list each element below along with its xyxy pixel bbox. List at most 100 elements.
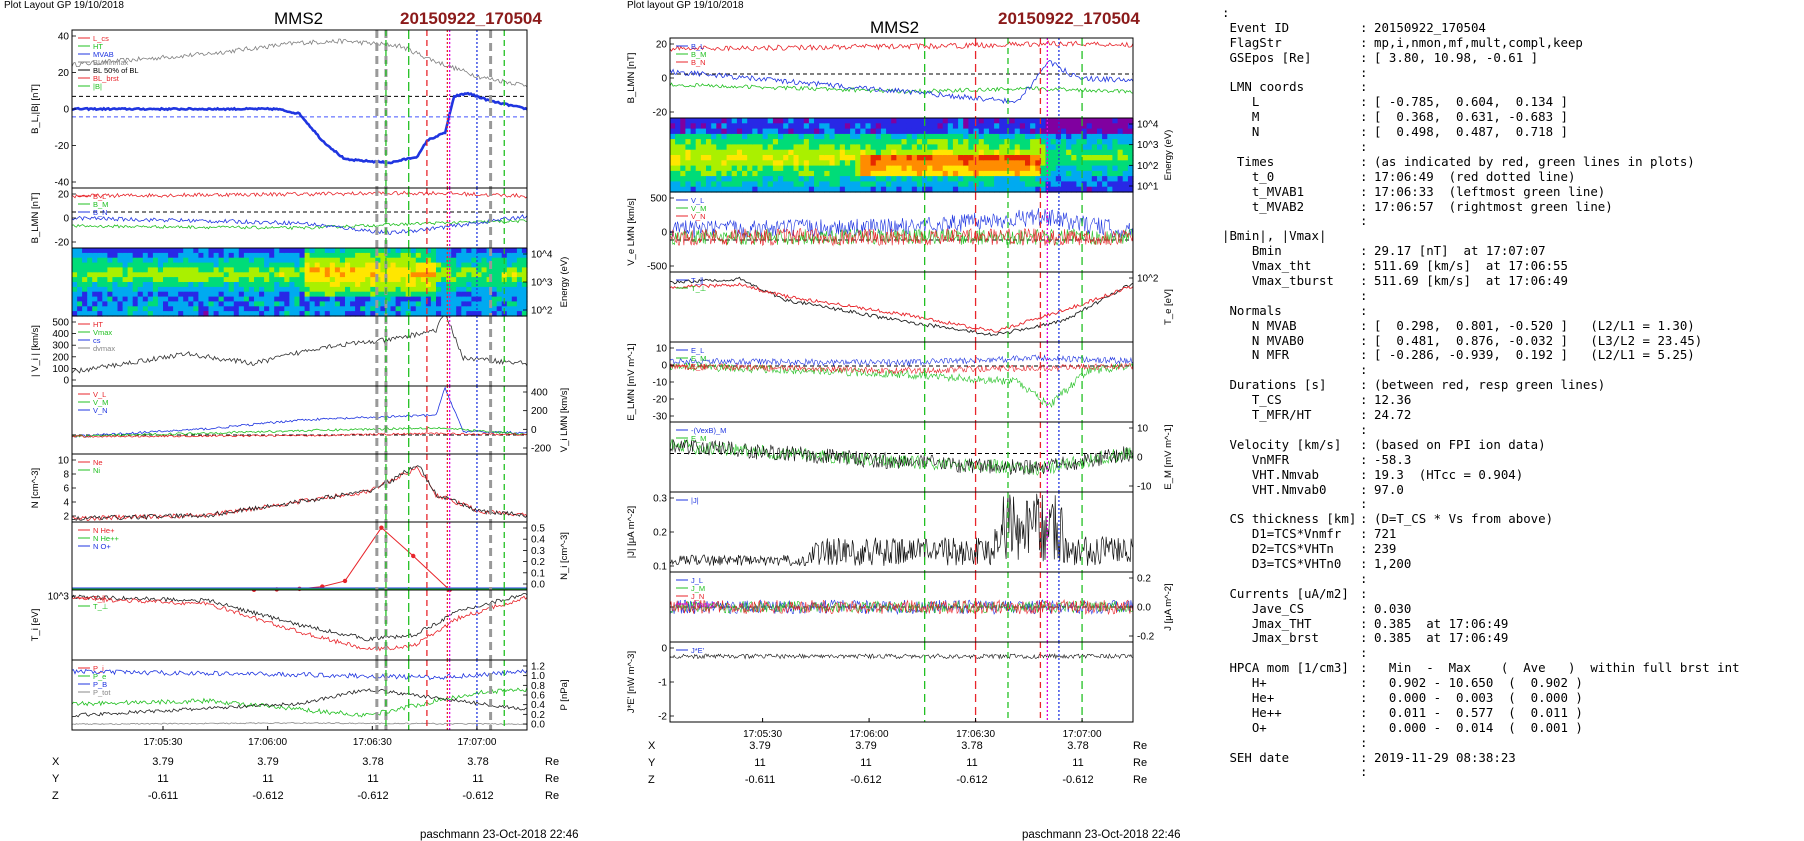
info-colon: :: [1360, 645, 1368, 661]
left-b-y-tick-label: 40: [58, 32, 70, 43]
spectrogram-cell: [107, 277, 114, 283]
spectrogram-cell: [675, 144, 681, 151]
spectrogram-cell: [1102, 133, 1108, 140]
spectrogram-cell: [506, 262, 513, 269]
spectrogram-cell: [1117, 170, 1124, 177]
spectrogram-cell: [360, 301, 366, 307]
spectrogram-cell: [803, 165, 810, 172]
info-value: [1374, 6, 1800, 21]
spectrogram-cell: [1040, 160, 1047, 167]
info-value: 0.000 - 0.014 ( 0.001 ): [1374, 720, 1583, 735]
spectrogram-cell: [850, 170, 856, 177]
spectrogram-cell: [731, 149, 738, 156]
spectrogram-cell: [829, 181, 836, 188]
spectrogram-cell: [1035, 139, 1041, 145]
spectrogram-cell: [289, 291, 296, 298]
spectrogram-cell: [112, 248, 119, 254]
spectrogram-cell: [690, 123, 697, 130]
spectrogram-cell: [168, 262, 174, 269]
spectrogram-cell: [471, 286, 478, 293]
spectrogram-cell: [223, 272, 230, 278]
spectrogram-cell: [906, 144, 913, 151]
spectrogram-cell: [680, 186, 686, 193]
left-n-legend-label: Ni: [93, 466, 100, 475]
left-pb-line: [71, 687, 528, 718]
spectrogram-cell: [716, 149, 722, 156]
spectrogram-cell: [400, 257, 407, 264]
info-key: [1222, 214, 1360, 229]
spectrogram-cell: [958, 160, 964, 167]
middle-electron-spectrogram: [670, 118, 1134, 193]
spectrogram-cell: [999, 139, 1005, 145]
spectrogram-cell: [451, 257, 457, 264]
spectrogram-cell: [891, 186, 897, 193]
info-key: [1222, 765, 1360, 780]
spectrogram-cell: [947, 165, 954, 172]
spectrogram-cell: [446, 262, 452, 269]
left-ti-y-axis-label: T_i [eV]: [30, 609, 41, 642]
spectrogram-cell: [107, 262, 114, 269]
spectrogram-cell: [1055, 118, 1062, 124]
spectrogram-cell: [385, 257, 392, 264]
spectrogram-cell: [855, 128, 861, 135]
middle-spacecraft-title: MMS2: [870, 18, 920, 37]
spectrogram-cell: [973, 181, 980, 188]
spectrogram-cell: [415, 272, 422, 278]
spectrogram-cell: [963, 133, 969, 140]
spectrogram-cell: [1076, 186, 1083, 193]
spectrogram-cell: [142, 257, 149, 264]
spectrogram-cell: [410, 267, 417, 273]
info-colon: :: [1360, 555, 1368, 571]
spectrogram-cell: [264, 267, 270, 273]
spectrogram-cell: [911, 165, 918, 172]
spectrogram-cell: [77, 272, 83, 278]
left-vi-y-tick-label: 300: [52, 341, 69, 352]
spectrogram-cell: [147, 306, 154, 312]
left-ti-legend-label: T_⊥: [93, 602, 109, 611]
spectrogram-cell: [350, 296, 356, 303]
spectrogram-cell: [875, 176, 882, 182]
spectrogram-cell: [137, 267, 144, 273]
spectrogram-cell: [248, 267, 255, 273]
spectrogram-cell: [1061, 128, 1067, 135]
spectrogram-cell: [901, 133, 908, 140]
spectrogram-cell: [968, 128, 975, 135]
spectrogram-cell: [772, 133, 779, 140]
info-value: [ 0.298, 0.801, -0.520 ] (L2/L1 = 1.30): [1374, 318, 1695, 333]
spectrogram-cell: [77, 301, 83, 307]
spectrogram-cell: [901, 118, 908, 124]
spectrogram-cell: [870, 155, 877, 161]
spectrogram-cell: [695, 149, 702, 156]
spectrogram-cell: [72, 252, 78, 259]
coord-row-label: Z: [52, 790, 59, 802]
spectrogram-cell: [97, 306, 103, 312]
spectrogram-cell: [829, 133, 836, 140]
spectrogram-cell: [264, 296, 270, 303]
spectrogram-cell: [819, 176, 825, 182]
spectrogram-cell: [1050, 155, 1057, 161]
spectrogram-cell: [1102, 181, 1108, 188]
spectrogram-cell: [927, 186, 933, 193]
spectrogram-cell: [264, 257, 270, 264]
spectrogram-cell: [1035, 144, 1041, 151]
middle-jl-line: [669, 599, 1134, 616]
spectrogram-cell: [436, 267, 442, 273]
spectrogram-cell: [481, 306, 488, 312]
spectrogram-cell: [819, 181, 825, 188]
spectrogram-cell: [798, 123, 805, 130]
spectrogram-cell: [901, 181, 908, 188]
spectrogram-cell: [405, 296, 412, 303]
spectrogram-cell: [233, 252, 240, 259]
info-colon: :: [1360, 421, 1368, 437]
spectrogram-cell: [365, 267, 371, 273]
spectrogram-cell: [685, 186, 692, 193]
spectrogram-cell: [355, 296, 361, 303]
spectrogram-cell: [471, 248, 478, 254]
spectrogram-cell: [77, 248, 83, 254]
spectrogram-cell: [1004, 133, 1011, 140]
spectrogram-cell: [1081, 128, 1088, 135]
spectrogram-cell: [1045, 181, 1052, 188]
spectrogram-cell: [783, 139, 789, 145]
info-row: VnMFR: -58.3: [1222, 452, 1800, 468]
spectrogram-cell: [778, 181, 784, 188]
